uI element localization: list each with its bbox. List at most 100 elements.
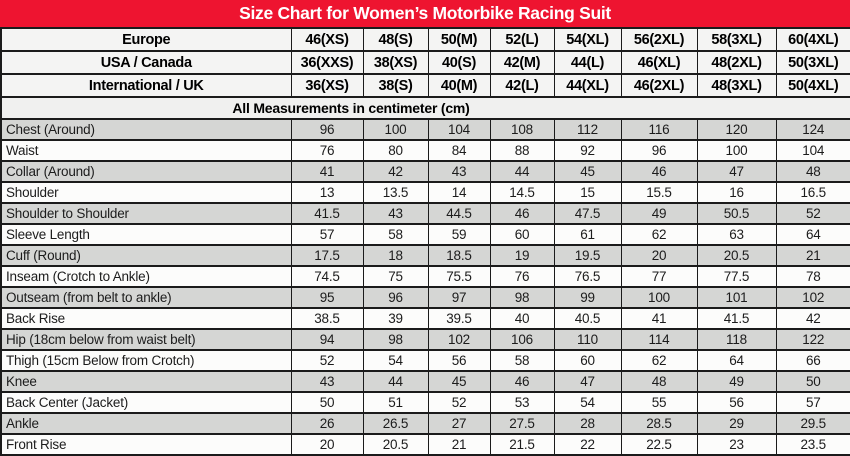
measurement-value-cell: 20 — [620, 244, 698, 267]
measurement-value-cell: 47 — [553, 370, 622, 393]
measurement-value-cell: 39.5 — [427, 307, 491, 330]
measurement-value-cell: 57 — [290, 223, 364, 246]
measurement-value-cell: 52 — [775, 202, 850, 225]
measurement-value-cell: 49 — [696, 370, 777, 393]
measurement-value-cell: 15 — [553, 181, 622, 204]
measurement-value-cell: 104 — [775, 139, 850, 162]
measurement-value-cell: 112 — [553, 118, 622, 141]
measurement-value-cell: 106 — [489, 328, 555, 351]
measurement-value-cell: 47.5 — [553, 202, 622, 225]
size-value-cell: 60(4XL) — [775, 27, 850, 52]
size-value-cell: 46(2XL) — [620, 73, 698, 98]
measurement-value-cell: 94 — [290, 328, 364, 351]
measurement-value-cell: 46 — [489, 370, 555, 393]
measurement-value-cell: 42 — [362, 160, 429, 183]
measurement-value-cell: 97 — [427, 286, 491, 309]
size-value-cell: 38(S) — [362, 73, 429, 98]
measurement-value-cell: 98 — [489, 286, 555, 309]
measurement-row: Front Rise 20 20.5 21 21.5 22 22.5 23 23.5 — [0, 433, 850, 456]
measurement-value-cell: 96 — [362, 286, 429, 309]
measurement-value-cell: 42 — [775, 307, 850, 330]
measurement-value-cell: 28 — [553, 412, 622, 435]
measurement-value-cell: 60 — [489, 223, 555, 246]
measurement-value-cell: 41.5 — [696, 307, 777, 330]
measurement-value-cell: 26.5 — [362, 412, 429, 435]
size-value-cell: 36(XXS) — [290, 50, 364, 75]
measurement-value-cell: 16 — [696, 181, 777, 204]
measurement-value-cell: 21 — [775, 244, 850, 267]
measurement-value-cell: 95 — [290, 286, 364, 309]
size-header-row: Europe 46(XS) 48(S) 50(M) 52(L) 54(XL) 56(2XL)… — [0, 27, 850, 52]
measurement-row: Shoulder to Shoulder 41.5 43 44.5 46 47.5 49 50… — [0, 202, 850, 225]
measurement-value-cell: 48 — [775, 160, 850, 183]
measurement-value-cell: 64 — [696, 349, 777, 372]
measurement-label: Cuff (Round) — [0, 244, 292, 267]
measurement-value-cell: 45 — [553, 160, 622, 183]
size-value-cell: 38(XS) — [362, 50, 429, 75]
measurement-label: Ankle — [0, 412, 292, 435]
measurement-row: Inseam (Crotch to Ankle) 74.5 75 75.5 76 76.5… — [0, 265, 850, 288]
measurement-label: Back Center (Jacket) — [0, 391, 292, 414]
measurement-value-cell: 52 — [427, 391, 491, 414]
measurement-label: Chest (Around) — [0, 118, 292, 141]
measurement-row: Outseam (from belt to ankle) 95 96 97 98 99 10… — [0, 286, 850, 309]
measurement-value-cell: 102 — [775, 286, 850, 309]
size-value-cell: 42(M) — [489, 50, 555, 75]
measurement-value-cell: 19.5 — [553, 244, 622, 267]
size-value-cell: 52(L) — [489, 27, 555, 52]
measurement-value-cell: 61 — [553, 223, 622, 246]
size-chart-table: Europe 46(XS) 48(S) 50(M) 52(L) 54(XL) 56(2XL)… — [0, 27, 850, 456]
measurement-row: Cuff (Round) 17.5 18 18.5 19 19.5 20 20.5 21 — [0, 244, 850, 267]
measurement-value-cell: 15.5 — [620, 181, 698, 204]
measurement-value-cell: 92 — [553, 139, 622, 162]
measurement-value-cell: 18 — [362, 244, 429, 267]
measurement-value-cell: 49 — [620, 202, 698, 225]
size-value-cell: 44(L) — [553, 50, 622, 75]
size-value-cell: 50(3XL) — [775, 50, 850, 75]
measurement-value-cell: 108 — [489, 118, 555, 141]
size-value-cell: 44(XL) — [553, 73, 622, 98]
measurement-value-cell: 43 — [427, 160, 491, 183]
measurement-value-cell: 80 — [362, 139, 429, 162]
measurement-value-cell: 41 — [620, 307, 698, 330]
measurement-value-cell: 52 — [290, 349, 364, 372]
measurement-label: Hip (18cm below from waist belt) — [0, 328, 292, 351]
measurement-value-cell: 16.5 — [775, 181, 850, 204]
size-value-cell: 46(XS) — [290, 27, 364, 52]
measurement-value-cell: 40 — [489, 307, 555, 330]
measurement-value-cell: 50 — [290, 391, 364, 414]
measurement-value-cell: 14.5 — [489, 181, 555, 204]
measurement-value-cell: 58 — [489, 349, 555, 372]
measurement-label: Shoulder — [0, 181, 292, 204]
measurement-value-cell: 51 — [362, 391, 429, 414]
measurement-value-cell: 77 — [620, 265, 698, 288]
measurement-value-cell: 100 — [696, 139, 777, 162]
measurement-label: Back Rise — [0, 307, 292, 330]
measurement-value-cell: 29 — [696, 412, 777, 435]
measurement-value-cell: 110 — [553, 328, 622, 351]
measurement-row: Hip (18cm below from waist belt) 94 98 102 1… — [0, 328, 850, 351]
measurement-value-cell: 20.5 — [696, 244, 777, 267]
measurement-value-cell: 27 — [427, 412, 491, 435]
size-value-cell: 48(S) — [362, 27, 429, 52]
measurement-value-cell: 88 — [489, 139, 555, 162]
measurement-value-cell: 62 — [620, 349, 698, 372]
measurement-value-cell: 84 — [427, 139, 491, 162]
measurement-label: Knee — [0, 370, 292, 393]
measurement-value-cell: 14 — [427, 181, 491, 204]
size-header-row: International / UK 36(XS) 38(S) 40(M) 42(L) 4… — [0, 73, 850, 98]
measurement-value-cell: 39 — [362, 307, 429, 330]
measurement-value-cell: 43 — [362, 202, 429, 225]
measurement-value-cell: 18.5 — [427, 244, 491, 267]
region-label: Europe — [0, 27, 292, 52]
measurement-value-cell: 41 — [290, 160, 364, 183]
measurement-value-cell: 19 — [489, 244, 555, 267]
measurement-value-cell: 20 — [290, 433, 364, 456]
measurement-value-cell: 53 — [489, 391, 555, 414]
measurement-value-cell: 54 — [362, 349, 429, 372]
measurement-row: Back Rise 38.5 39 39.5 40 40.5 41 41.5 42 — [0, 307, 850, 330]
measurement-label: Sleeve Length — [0, 223, 292, 246]
measurement-value-cell: 46 — [489, 202, 555, 225]
measurement-row: Waist 76 80 84 88 92 96 100 104 — [0, 139, 850, 162]
size-value-cell: 48(2XL) — [696, 50, 777, 75]
